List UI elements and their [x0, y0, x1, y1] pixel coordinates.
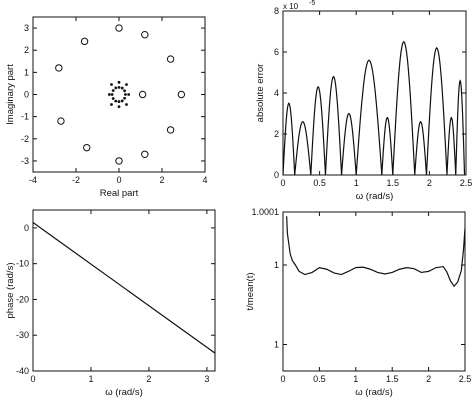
error-curve	[282, 40, 466, 176]
zero-marker	[115, 157, 123, 165]
y-exponent-label: x 10	[283, 2, 299, 11]
y-tick-label: 1	[24, 67, 29, 77]
zero-marker	[141, 31, 149, 39]
y-tick-label: 1	[274, 260, 279, 270]
x-tick-label: 1	[353, 374, 358, 384]
axes-frame	[282, 211, 466, 372]
pole-marker	[125, 103, 128, 106]
y-axis-label: absolute error	[255, 64, 266, 123]
y-tick-label: 4	[274, 88, 279, 98]
zero-marker	[166, 126, 175, 134]
pole-marker	[111, 97, 115, 100]
x-tick-label: 0.5	[313, 374, 326, 384]
x-tick-label: 0	[30, 374, 35, 384]
subplot-1	[32, 16, 206, 173]
axes-frame	[32, 16, 206, 173]
x-tick-label: 1	[354, 178, 359, 188]
pole-marker	[123, 96, 126, 100]
y-tick-label: 8	[274, 6, 279, 16]
y-tick-label: 2	[24, 45, 29, 55]
y-exponent-power: -5	[309, 0, 315, 7]
y-tick-label: 0	[274, 170, 279, 180]
phase-line	[32, 222, 216, 354]
zero-marker	[57, 117, 65, 125]
zero-marker	[80, 37, 89, 46]
zero-marker	[83, 143, 91, 152]
pole-marker	[120, 86, 124, 90]
pole-marker	[107, 93, 111, 96]
y-tick-label: -10	[16, 259, 29, 269]
y-tick-label: -20	[16, 294, 29, 304]
x-tick-label: 1.5	[386, 374, 399, 384]
subplot-2	[282, 10, 467, 176]
x-tick-label: 4	[202, 175, 207, 185]
x-axis-label: Real part	[100, 188, 139, 199]
x-tick-label: 0	[116, 175, 121, 185]
pole-marker	[114, 86, 118, 90]
x-tick-label: 2	[427, 178, 432, 188]
y-axis-label: Imaginary part	[5, 64, 16, 125]
pole-marker	[123, 89, 126, 93]
x-tick-label: 0.5	[313, 178, 326, 188]
zero-marker	[55, 64, 63, 72]
y-tick-label: 1.0001	[251, 207, 279, 217]
pole-marker	[110, 103, 113, 106]
pole-marker	[117, 80, 121, 84]
y-tick-label: 0	[24, 90, 29, 100]
pole-marker	[125, 83, 128, 86]
zero-marker	[177, 90, 186, 99]
pole-marker	[117, 86, 121, 89]
zero-marker	[115, 24, 123, 32]
zero-marker	[166, 55, 175, 63]
y-axis-label: t/mean(t)	[245, 272, 256, 310]
x-tick-label: 3	[204, 374, 209, 384]
pole-marker	[110, 93, 114, 96]
x-tick-label: 1	[88, 374, 93, 384]
pole-marker	[127, 93, 131, 96]
x-tick-label: -4	[29, 175, 37, 185]
x-tick-label: 2.5	[460, 178, 473, 188]
x-tick-label: 2	[426, 374, 431, 384]
x-axis-label: ω (rad/s)	[355, 387, 393, 398]
y-tick-label: -2	[21, 134, 29, 144]
zero-marker	[141, 150, 149, 158]
x-tick-label: 2	[159, 175, 164, 185]
x-axis-label: ω (rad/s)	[356, 191, 394, 202]
y-tick-label: 3	[24, 23, 29, 33]
pole-marker	[117, 105, 121, 109]
y-tick-label: -40	[16, 366, 29, 376]
y-tick-label: 1	[274, 340, 279, 350]
pole-marker	[114, 99, 118, 103]
subplot-3	[32, 209, 216, 372]
pole-marker	[120, 99, 124, 103]
pole-marker	[110, 83, 113, 86]
y-axis-label: phase (rad/s)	[5, 263, 16, 319]
pole-marker	[124, 93, 127, 96]
x-axis-label: ω (rad/s)	[105, 387, 143, 398]
x-tick-label: 0	[280, 374, 285, 384]
pole-marker	[117, 100, 121, 103]
y-tick-label: -1	[21, 112, 29, 122]
x-tick-label: 0	[280, 178, 285, 188]
x-tick-label: 2	[146, 374, 151, 384]
pole-marker	[111, 89, 115, 92]
y-tick-label: 6	[274, 47, 279, 57]
x-tick-label: 2.5	[459, 374, 472, 384]
x-tick-label: -2	[72, 175, 80, 185]
ratio-curve	[286, 216, 466, 288]
y-tick-label: -3	[21, 156, 29, 166]
y-tick-label: 0	[24, 223, 29, 233]
axes-frame	[32, 209, 216, 372]
zero-marker	[138, 90, 147, 99]
y-tick-label: 2	[274, 129, 279, 139]
subplot-4	[282, 211, 466, 372]
axes-frame	[282, 10, 467, 176]
x-tick-label: 1.5	[387, 178, 400, 188]
y-tick-label: -30	[16, 330, 29, 340]
